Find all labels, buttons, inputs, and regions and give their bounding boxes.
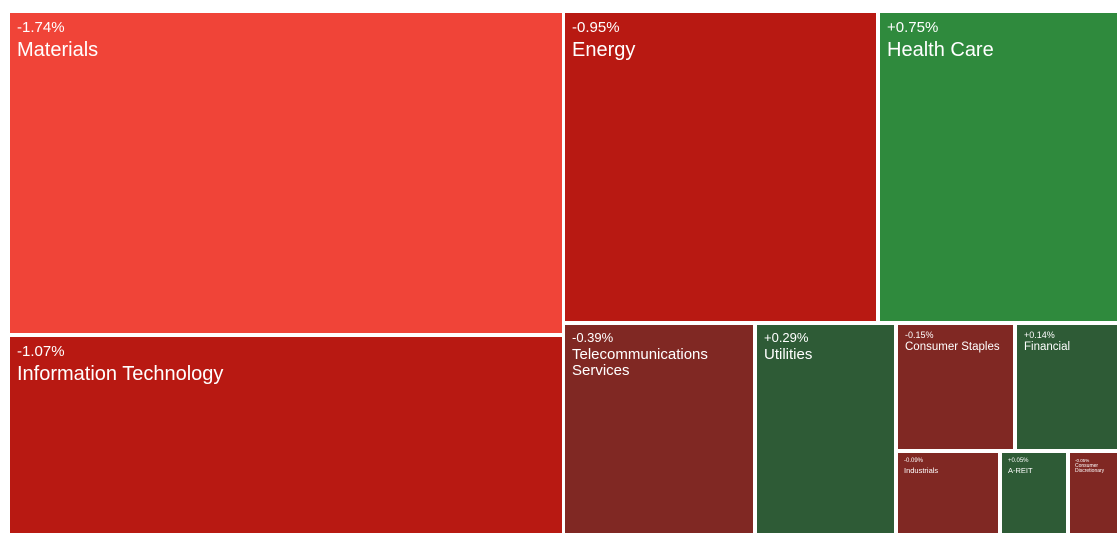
- tile-label-telecommunications-services: Telecommunications Services: [572, 345, 708, 380]
- tile-label-industrials: Industrials: [904, 465, 939, 475]
- tile-change-health-care: +0.75%: [887, 19, 939, 36]
- tile-information-technology[interactable]: -1.07% Information Technology: [10, 337, 562, 533]
- tile-label-financial: Financial: [1024, 341, 1071, 354]
- tile-label-energy: Energy: [572, 38, 636, 61]
- tile-label-materials: Materials: [17, 38, 99, 61]
- tile-consumer-discretionary[interactable]: -0.05% Consumer Discretionary: [1070, 453, 1117, 533]
- tile-telecommunications-services[interactable]: -0.39% Telecommunications Services: [565, 325, 753, 533]
- tile-label-a-reit: A-REIT: [1008, 465, 1033, 475]
- tile-materials[interactable]: -1.74% Materials: [10, 13, 562, 333]
- tile-change-consumer-staples: -0.15%: [905, 330, 934, 340]
- tile-utilities[interactable]: +0.29% Utilities: [757, 325, 894, 533]
- tile-change-consumer-discretionary: -0.05%: [1075, 458, 1090, 463]
- tile-change-telecommunications-services: -0.39%: [572, 330, 614, 345]
- tile-change-industrials: -0.09%: [904, 458, 924, 464]
- tile-label-information-technology: Information Technology: [17, 362, 224, 385]
- tile-change-utilities: +0.29%: [764, 330, 809, 345]
- tile-label-utilities: Utilities: [764, 345, 813, 363]
- tile-change-energy: -0.95%: [572, 19, 620, 36]
- tile-industrials[interactable]: -0.09% Industrials: [898, 453, 998, 533]
- tile-financial[interactable]: +0.14% Financial: [1017, 325, 1117, 449]
- tile-label-health-care: Health Care: [887, 38, 994, 61]
- tile-label-consumer-discretionary: Consumer Discretionary: [1075, 463, 1105, 475]
- tile-change-a-reit: +0.05%: [1008, 458, 1029, 464]
- tile-a-reit[interactable]: +0.05% A-REIT: [1002, 453, 1066, 533]
- tile-change-financial: +0.14%: [1024, 330, 1055, 340]
- tile-change-materials: -1.74%: [17, 19, 65, 36]
- tile-energy[interactable]: -0.95% Energy: [565, 13, 876, 321]
- tile-label-consumer-staples: Consumer Staples: [905, 341, 1000, 354]
- tile-change-information-technology: -1.07%: [17, 343, 65, 360]
- tile-health-care[interactable]: +0.75% Health Care: [880, 13, 1117, 321]
- tile-consumer-staples[interactable]: -0.15% Consumer Staples: [898, 325, 1013, 449]
